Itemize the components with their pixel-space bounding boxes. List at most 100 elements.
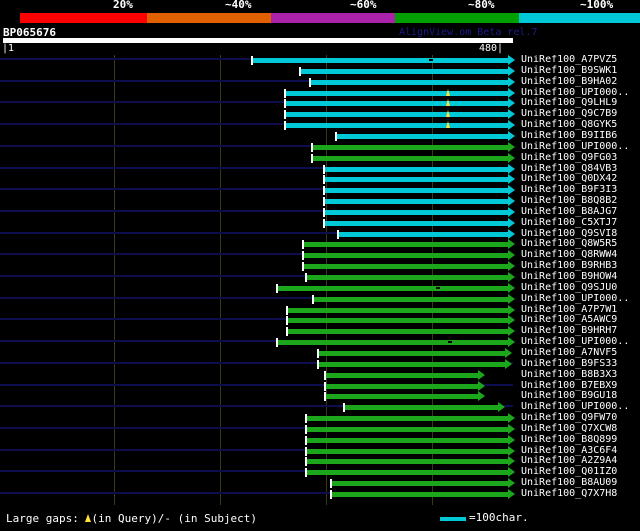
hit-label[interactable]: UniRef100_Q7XCW8 [521,422,618,434]
alignment-hit-row[interactable]: UniRef100_B9HOW4 [0,271,640,283]
hit-bar[interactable] [285,90,508,96]
alignment-hit-row[interactable]: UniRef100_B8AU09 [0,477,640,489]
hit-bar[interactable] [287,329,508,335]
hit-label[interactable]: UniRef100_B9FS33 [521,357,618,369]
alignment-hit-row[interactable]: UniRef100_Q9SJU0 [0,282,640,294]
hit-bar[interactable] [306,470,508,476]
alignment-hit-row[interactable]: UniRef100_B9GU18 [0,390,640,402]
hit-bar[interactable] [324,209,508,215]
hit-bar[interactable] [287,318,508,324]
hit-label[interactable]: UniRef100_Q84VB3 [521,162,618,174]
hit-label[interactable]: UniRef100_B9GU18 [521,390,618,402]
hit-bar[interactable] [300,68,508,74]
hit-bar[interactable] [306,459,508,465]
hit-bar[interactable] [306,448,508,454]
alignment-hit-row[interactable]: UniRef100_UPI000.. [0,292,640,305]
hit-bar[interactable] [325,394,478,400]
hit-bar[interactable] [336,133,508,139]
alignment-hit-row[interactable]: UniRef100_B7EBX9 [0,379,640,392]
alignment-hit-row[interactable]: UniRef100_Q9SVI8 [0,228,640,240]
hit-bar[interactable] [312,155,508,161]
hit-label[interactable]: UniRef100_B8B3X3 [521,368,618,380]
hit-bar[interactable] [324,177,508,183]
alignment-hit-row[interactable]: UniRef100_A2Z9A4 [0,455,640,467]
hit-bar[interactable] [306,426,508,432]
hit-label[interactable]: UniRef100_Q8GYK5 [521,119,618,131]
alignment-hit-row[interactable]: UniRef100_B9RHB3 [0,260,640,272]
alignment-hit-row[interactable]: UniRef100_B8Q8B2 [0,195,640,207]
hit-label[interactable]: UniRef100_UPI000.. [521,292,630,304]
hit-label[interactable]: UniRef100_Q9C7B9 [521,108,618,120]
hit-bar[interactable] [324,166,508,172]
alignment-hit-row[interactable]: UniRef100_Q9FW70 [0,412,640,424]
hit-label[interactable]: UniRef100_B9F3I3 [521,184,618,196]
hit-label[interactable]: UniRef100_Q01IZ0 [521,466,618,478]
hit-label[interactable]: UniRef100_Q0DX42 [521,173,618,185]
alignment-hit-row[interactable]: UniRef100_B8Q899 [0,433,640,446]
hit-label[interactable]: UniRef100_B9RHB3 [521,260,618,272]
hit-bar[interactable] [277,340,508,346]
hit-label[interactable]: UniRef100_C5XTJ7 [521,216,618,228]
alignment-hit-row[interactable]: UniRef100_B9IIB6 [0,129,640,142]
hit-bar[interactable] [287,307,508,313]
alignment-hit-row[interactable]: UniRef100_Q9LHL9 [0,97,640,109]
alignment-hit-row[interactable]: UniRef100_Q7X7H8 [0,488,640,500]
hit-label[interactable]: UniRef100_B8AJG7 [521,205,618,217]
alignment-hit-row[interactable]: UniRef100_A7NVF5 [0,346,640,359]
hit-bar[interactable] [312,144,508,150]
hit-bar[interactable] [313,296,508,302]
hit-label[interactable]: UniRef100_B9HRH7 [521,325,618,337]
hit-label[interactable]: UniRef100_B7EBX9 [521,379,618,391]
alignment-hit-row[interactable]: UniRef100_Q0DX42 [0,173,640,185]
alignment-hit-row[interactable]: UniRef100_Q84VB3 [0,162,640,175]
hit-bar[interactable] [252,58,508,63]
hit-label[interactable]: UniRef100_UPI000.. [521,140,630,152]
hit-bar[interactable] [306,416,508,422]
alignment-hit-row[interactable]: UniRef100_Q8RWW4 [0,249,640,261]
alignment-hit-row[interactable]: UniRef100_Q8GYK5 [0,119,640,131]
hit-label[interactable]: UniRef100_B8Q8B2 [521,195,618,207]
alignment-hit-row[interactable]: UniRef100_B8B3X3 [0,368,640,381]
hit-bar[interactable] [303,264,508,270]
alignment-hit-row[interactable]: UniRef100_Q9FG03 [0,152,640,164]
hit-label[interactable]: UniRef100_Q9FW70 [521,412,618,424]
alignment-hit-row[interactable]: UniRef100_UPI000.. [0,336,640,348]
hit-bar[interactable] [306,275,508,280]
hit-label[interactable]: UniRef100_B8Q899 [521,433,618,445]
hit-bar[interactable] [344,405,498,411]
alignment-hit-row[interactable]: UniRef100_B9HA02 [0,75,640,88]
alignment-hit-row[interactable]: UniRef100_A7PVZ5 [0,55,640,66]
hit-bar[interactable] [324,188,508,194]
alignment-hit-row[interactable]: UniRef100_UPI000.. [0,401,640,413]
hit-label[interactable]: UniRef100_A3C6F4 [521,444,618,456]
hit-label[interactable]: UniRef100_B9HA02 [521,75,618,87]
alignment-hit-row[interactable]: UniRef100_B9F3I3 [0,184,640,196]
hit-label[interactable]: UniRef100_B8AU09 [521,477,618,489]
hit-label[interactable]: UniRef100_UPI000.. [521,401,630,413]
hit-bar[interactable] [303,253,508,259]
hit-bar[interactable] [318,350,505,356]
hit-label[interactable]: UniRef100_A7P7W1 [521,303,618,315]
alignment-hit-row[interactable]: UniRef100_B9FS33 [0,357,640,370]
alignment-hit-row[interactable]: UniRef100_B8AJG7 [0,205,640,218]
hit-bar[interactable] [325,372,478,378]
hit-bar[interactable] [338,231,508,237]
alignment-hit-row[interactable]: UniRef100_Q01IZ0 [0,466,640,478]
alignment-hit-row[interactable]: UniRef100_UPI000.. [0,140,640,153]
hit-bar[interactable] [325,383,478,389]
hit-label[interactable]: UniRef100_B9HOW4 [521,271,618,282]
alignment-hit-row[interactable]: UniRef100_A5AWC9 [0,314,640,326]
hit-label[interactable]: UniRef100_A7NVF5 [521,346,618,358]
hit-label[interactable]: UniRef100_UPI000.. [521,336,630,348]
hit-bar[interactable] [331,492,508,497]
hit-bar[interactable] [324,220,508,226]
hit-label[interactable]: UniRef100_Q8W5R5 [521,238,618,250]
alignment-hit-row[interactable]: UniRef100_Q9C7B9 [0,108,640,120]
hit-label[interactable]: UniRef100_B9SWK1 [521,64,618,76]
hit-bar[interactable] [285,112,508,118]
hit-label[interactable]: UniRef100_A5AWC9 [521,314,618,326]
hit-label[interactable]: UniRef100_B9IIB6 [521,129,618,141]
hit-bar[interactable] [303,242,508,248]
hit-bar[interactable] [285,123,508,129]
alignment-hit-row[interactable]: UniRef100_B9SWK1 [0,64,640,77]
